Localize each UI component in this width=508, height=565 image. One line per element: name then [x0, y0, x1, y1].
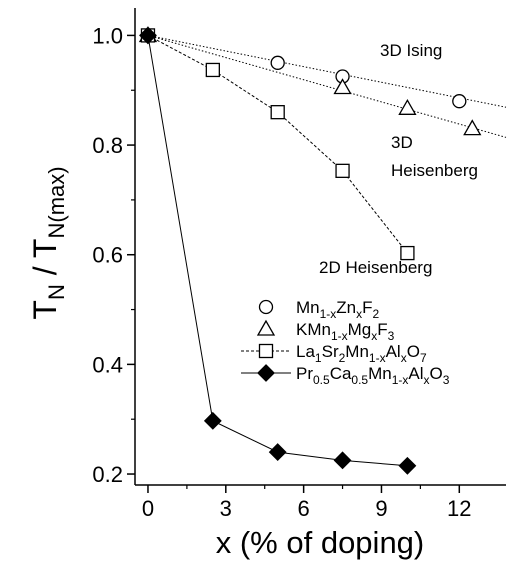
reference-line-2 — [147, 34, 507, 138]
legend-label-3: La1Sr2Mn1-xAlxO7 — [296, 342, 427, 365]
legend-marker-4 — [257, 364, 275, 382]
annotation-2: 3D Heisenberg — [391, 133, 478, 180]
series-2-point-4 — [463, 119, 482, 136]
x-tick-label-3: 6 — [298, 496, 310, 521]
legend-marker-2 — [256, 319, 276, 336]
x-axis-title: x (% of doping) — [216, 525, 425, 560]
series-1-point-2 — [270, 55, 285, 70]
reference-lines — [147, 34, 507, 138]
axes: 0 3 6 9 12 0.2 0.4 0.6 0.8 1.0 — [92, 8, 506, 521]
annotation-3: 2D Heisenberg — [319, 258, 432, 277]
y-tick-label-4: 0.8 — [92, 133, 123, 158]
series-1-point-4 — [452, 94, 467, 109]
y-tick-label-5: 1.0 — [92, 23, 123, 48]
series-3-point-5 — [400, 245, 415, 261]
legend-marker-1 — [258, 299, 274, 315]
x-tick-label-1: 0 — [142, 496, 154, 521]
y-tick-label-3: 0.6 — [92, 243, 123, 268]
series-3-point-3 — [270, 105, 285, 120]
x-tick-label-5: 12 — [447, 496, 471, 521]
series-2-point-2 — [333, 78, 352, 95]
legend-label-4: Pr0.5Ca0.5Mn1-xAlxO3 — [296, 364, 450, 387]
series-4-point-5 — [398, 456, 417, 475]
legend-label-2: KMn1-xMgxF3 — [296, 320, 395, 343]
x-tick-label-4: 9 — [375, 496, 387, 521]
series-4-point-3 — [268, 443, 287, 462]
y-axis-title: TN / TN(max) — [27, 166, 69, 319]
series-line-4 — [147, 35, 408, 467]
y-tick-label-2: 0.4 — [92, 352, 123, 377]
axis-titles: x (% of doping) TN / TN(max) — [27, 166, 424, 560]
series-2-point-3 — [398, 99, 417, 115]
legend-label-1: Mn1-xZnxF2 — [296, 298, 380, 321]
data-markers — [138, 26, 482, 475]
series-3-point-4 — [335, 163, 350, 178]
annotations: 3D Ising 3D Heisenberg 2D Heisenberg — [319, 41, 478, 277]
series-3-point-2 — [205, 62, 220, 78]
series-4-point-4 — [333, 451, 352, 470]
reference-line-1 — [147, 34, 507, 108]
series-lines — [147, 34, 408, 467]
x-tick-label-2: 3 — [220, 496, 232, 521]
legend: Mn1-xZnxF2KMn1-xMgxF3La1Sr2Mn1-xAlxO7Pr0… — [241, 298, 450, 387]
series-4-point-1 — [139, 26, 157, 45]
annotation-1: 3D Ising — [380, 41, 442, 60]
legend-marker-3 — [258, 343, 274, 359]
y-tick-label-1: 0.2 — [92, 462, 123, 487]
series-4-point-2 — [203, 411, 222, 430]
